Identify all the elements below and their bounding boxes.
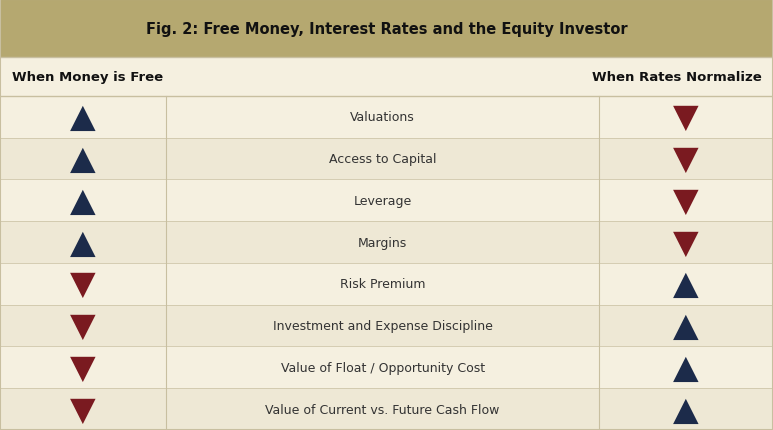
Text: Value of Float / Opportunity Cost: Value of Float / Opportunity Cost — [281, 361, 485, 374]
Text: ▲: ▲ — [673, 393, 699, 426]
Text: ▼: ▼ — [70, 351, 96, 384]
Text: ▲: ▲ — [70, 101, 96, 134]
Text: Value of Current vs. Future Cash Flow: Value of Current vs. Future Cash Flow — [265, 402, 500, 416]
Text: ▼: ▼ — [673, 184, 699, 217]
Text: Risk Premium: Risk Premium — [340, 278, 425, 291]
Text: ▲: ▲ — [673, 268, 699, 301]
Text: ▼: ▼ — [70, 310, 96, 342]
Text: Fig. 2: Free Money, Interest Rates and the Equity Investor: Fig. 2: Free Money, Interest Rates and t… — [145, 22, 628, 37]
Text: ▲: ▲ — [673, 351, 699, 384]
Text: When Rates Normalize: When Rates Normalize — [591, 71, 761, 84]
Text: Access to Capital: Access to Capital — [329, 153, 437, 166]
Bar — [0, 0, 773, 58]
Bar — [0, 305, 773, 347]
Bar — [0, 58, 773, 97]
Text: Leverage: Leverage — [353, 194, 412, 207]
Text: ▼: ▼ — [673, 143, 699, 176]
Bar — [0, 388, 773, 430]
Text: ▼: ▼ — [673, 101, 699, 134]
Text: ▼: ▼ — [70, 393, 96, 426]
Bar — [0, 97, 773, 138]
Text: ▼: ▼ — [70, 268, 96, 301]
Bar — [0, 263, 773, 305]
Text: ▲: ▲ — [70, 226, 96, 259]
Text: ▼: ▼ — [673, 226, 699, 259]
Text: ▲: ▲ — [70, 184, 96, 217]
Text: ▲: ▲ — [673, 310, 699, 342]
Text: Margins: Margins — [358, 236, 407, 249]
Text: Investment and Expense Discipline: Investment and Expense Discipline — [273, 319, 492, 332]
Text: When Money is Free: When Money is Free — [12, 71, 163, 84]
Bar — [0, 222, 773, 263]
Text: Valuations: Valuations — [350, 111, 415, 124]
Bar — [0, 347, 773, 388]
Text: ▲: ▲ — [70, 143, 96, 176]
Bar — [0, 138, 773, 180]
Bar — [0, 180, 773, 222]
